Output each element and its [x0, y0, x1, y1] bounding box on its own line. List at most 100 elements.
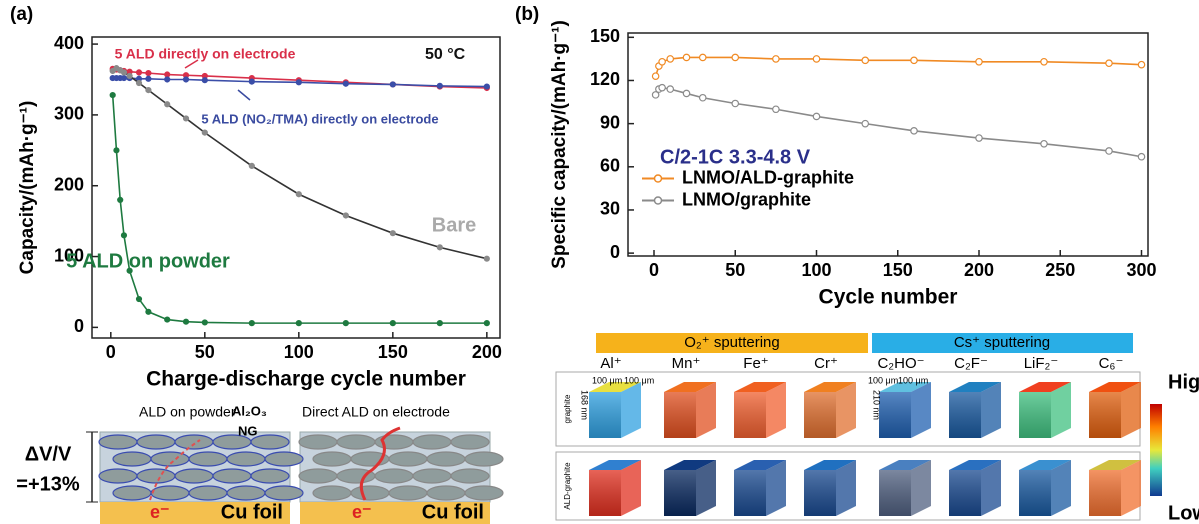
- ion-label: C₂HO⁻: [877, 355, 924, 372]
- label: NG: [238, 423, 258, 438]
- y-tick-label: 200: [54, 174, 84, 194]
- legend-label: LNMO/ALD-graphite: [682, 167, 854, 187]
- x-tick-label: 300: [1126, 260, 1156, 280]
- marker: [343, 213, 348, 218]
- marker: [165, 77, 170, 82]
- marker: [118, 197, 123, 202]
- grain: [299, 469, 337, 483]
- marker: [343, 81, 348, 86]
- marker: [146, 309, 151, 314]
- chart: (a)0501001502000100200300400Charge-disch…: [10, 4, 502, 391]
- marker: [911, 57, 917, 63]
- marker: [484, 321, 489, 326]
- grain: [465, 486, 503, 500]
- marker: [683, 90, 689, 96]
- label: Cu foil: [221, 501, 283, 523]
- grain: [451, 435, 489, 449]
- label: ΔV/V: [25, 443, 72, 465]
- y-tick-label: 30: [600, 199, 620, 219]
- grain: [451, 469, 489, 483]
- grain: [137, 435, 175, 449]
- marker: [137, 297, 142, 302]
- grain: [175, 469, 213, 483]
- marker: [667, 56, 673, 62]
- marker: [1138, 154, 1144, 160]
- marker: [652, 73, 658, 79]
- marker: [976, 59, 982, 65]
- grain: [413, 435, 451, 449]
- marker: [202, 130, 207, 135]
- grain: [265, 452, 303, 466]
- grain: [227, 452, 265, 466]
- marker: [862, 120, 868, 126]
- marker: [1138, 61, 1144, 67]
- marker: [202, 320, 207, 325]
- marker: [202, 78, 207, 83]
- x-tick-label: 50: [725, 260, 745, 280]
- annotation: 50 °C: [425, 46, 466, 63]
- marker: [146, 76, 151, 81]
- marker: [296, 192, 301, 197]
- marker: [146, 71, 151, 76]
- marker: [773, 56, 779, 62]
- marker: [437, 83, 442, 88]
- marker: [484, 256, 489, 261]
- grain: [265, 486, 303, 500]
- grain: [427, 452, 465, 466]
- cube-shade: [734, 392, 766, 438]
- header: O₂⁺ sputtering: [684, 334, 779, 351]
- ion-label: LiF₂⁻: [1024, 355, 1059, 372]
- scale-label: High: [1168, 371, 1199, 393]
- marker: [659, 59, 665, 65]
- y-tick-label: 150: [590, 26, 620, 46]
- grain: [151, 486, 189, 500]
- grain: [465, 452, 503, 466]
- figure: ALD on powder Al₂O₃ NG Direct ALD on ele…: [0, 0, 1199, 524]
- marker: [249, 79, 254, 84]
- x-tick-label: 200: [472, 342, 502, 362]
- label: e⁻: [150, 502, 170, 522]
- marker: [390, 321, 395, 326]
- ion-label: Al⁺: [600, 355, 621, 372]
- ion-label: Cr⁺: [814, 355, 838, 372]
- grain: [299, 435, 337, 449]
- marker: [732, 54, 738, 60]
- marker: [1106, 60, 1112, 66]
- y-tick-label: 90: [600, 112, 620, 132]
- plot-frame: [628, 33, 1148, 256]
- y-tick-label: 0: [74, 316, 84, 336]
- grain: [427, 486, 465, 500]
- cube-shade: [589, 470, 621, 516]
- x-axis-label: Charge-discharge cycle number: [146, 368, 466, 391]
- y-tick-label: 60: [600, 156, 620, 176]
- cube-shade: [589, 392, 621, 438]
- grain: [213, 469, 251, 483]
- cube-shade: [804, 392, 836, 438]
- label: ALD on powder: [139, 404, 236, 420]
- grain: [313, 486, 351, 500]
- marker: [437, 245, 442, 250]
- ion-label: C₆⁻: [1099, 355, 1124, 372]
- marker: [165, 72, 170, 77]
- marker: [773, 106, 779, 112]
- marker: [110, 93, 115, 98]
- marker: [1106, 148, 1112, 154]
- series-line: [113, 68, 487, 259]
- cube-shade: [664, 470, 696, 516]
- y-tick-label: 400: [54, 33, 84, 53]
- grain: [227, 486, 265, 500]
- grain: [189, 452, 227, 466]
- x-tick-label: 50: [195, 342, 215, 362]
- x-tick-label: 100: [284, 342, 314, 362]
- grain: [389, 486, 427, 500]
- marker: [146, 88, 151, 93]
- ion-label: Fe⁺: [743, 355, 768, 372]
- dim: 168 nm: [580, 390, 590, 420]
- marker: [437, 321, 442, 326]
- marker: [296, 321, 301, 326]
- marker: [484, 84, 489, 89]
- label: Al₂O₃: [232, 403, 267, 418]
- marker: [813, 56, 819, 62]
- label: =+13%: [16, 473, 80, 495]
- series-line: [656, 57, 1142, 76]
